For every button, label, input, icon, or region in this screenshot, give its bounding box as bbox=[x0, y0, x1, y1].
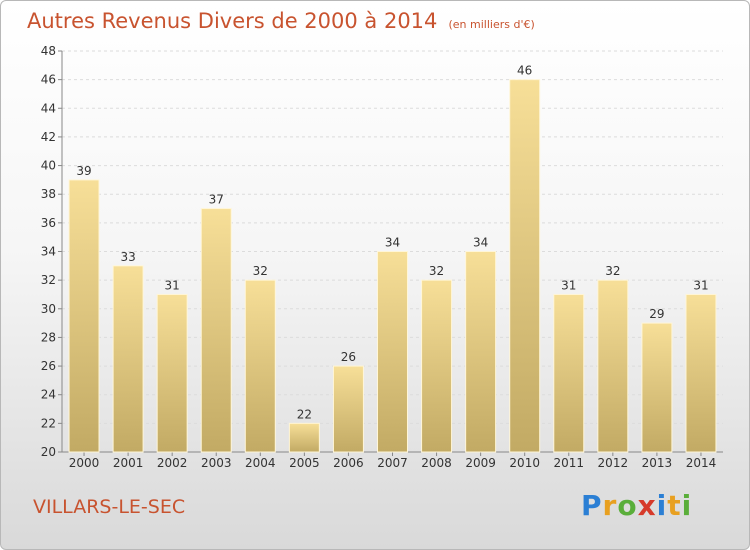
x-tick-label-2008: 2008 bbox=[421, 456, 452, 470]
x-tick-label-2012: 2012 bbox=[598, 456, 629, 470]
data-labels: 39 33 31 37 32 22 26 34 32 34 46 31 32 29 31 bbox=[76, 64, 708, 422]
x-tick-label-2004: 2004 bbox=[245, 456, 276, 470]
data-label-2005: 22 bbox=[297, 407, 312, 421]
logo-letter: i bbox=[681, 489, 693, 522]
y-tick-label: 28 bbox=[41, 330, 56, 344]
data-label-2013: 29 bbox=[649, 307, 664, 321]
x-tick-label-2003: 2003 bbox=[201, 456, 232, 470]
bar-2004 bbox=[244, 279, 276, 453]
bar-2006 bbox=[332, 365, 364, 453]
bar-2010 bbox=[509, 79, 541, 453]
bar-2007 bbox=[377, 251, 408, 453]
y-tick-label: 32 bbox=[41, 273, 56, 287]
y-tick-label: 40 bbox=[41, 159, 56, 173]
y-tick-label: 38 bbox=[41, 187, 56, 201]
bar-2008 bbox=[421, 279, 453, 453]
logo-letter: r bbox=[602, 489, 618, 522]
data-label-2004: 32 bbox=[253, 264, 268, 278]
bars bbox=[68, 79, 717, 453]
logo-letter: t bbox=[667, 489, 682, 522]
x-tick-label-2011: 2011 bbox=[553, 456, 584, 470]
data-label-2003: 37 bbox=[209, 193, 224, 207]
x-tick-label-2009: 2009 bbox=[465, 456, 496, 470]
x-tick-label-2007: 2007 bbox=[377, 456, 408, 470]
data-label-2009: 34 bbox=[473, 236, 488, 250]
x-tick-label-2014: 2014 bbox=[686, 456, 717, 470]
logo-letter: o bbox=[617, 489, 638, 522]
chart-title: Autres Revenus Divers de 2000 à 2014 bbox=[27, 9, 438, 33]
logo-letter: P bbox=[581, 489, 603, 522]
bar-2001 bbox=[112, 265, 144, 453]
data-label-2006: 26 bbox=[341, 350, 356, 364]
bar-2014 bbox=[685, 293, 717, 453]
y-tick-label: 46 bbox=[41, 73, 56, 87]
y-tick-label: 48 bbox=[41, 44, 56, 58]
bar-2005 bbox=[288, 422, 320, 453]
bar-2009 bbox=[465, 251, 497, 453]
y-tick-label: 24 bbox=[41, 388, 56, 402]
y-tick-label: 22 bbox=[41, 416, 56, 430]
bar-2000 bbox=[68, 179, 100, 453]
x-tick-label-2013: 2013 bbox=[642, 456, 673, 470]
data-label-2002: 31 bbox=[165, 278, 180, 292]
x-tick-label-2006: 2006 bbox=[333, 456, 364, 470]
x-tick-label-2010: 2010 bbox=[509, 456, 540, 470]
data-label-2001: 33 bbox=[120, 250, 135, 264]
data-label-2010: 46 bbox=[517, 64, 532, 78]
logo-letter: i bbox=[656, 489, 668, 522]
x-tick-label-2000: 2000 bbox=[69, 456, 100, 470]
bar-2011 bbox=[553, 293, 585, 453]
proxiti-logo: Proxiti bbox=[581, 489, 692, 522]
x-tick-label-2005: 2005 bbox=[289, 456, 320, 470]
y-tick-label: 44 bbox=[41, 101, 56, 115]
data-label-2014: 31 bbox=[693, 278, 708, 292]
y-tick-label: 26 bbox=[41, 359, 56, 373]
bar-2012 bbox=[597, 279, 629, 453]
y-tick-label: 20 bbox=[41, 445, 56, 459]
y-tick-label: 42 bbox=[41, 130, 56, 144]
y-tick-label: 34 bbox=[41, 245, 56, 259]
x-tick-label-2001: 2001 bbox=[113, 456, 144, 470]
data-label-2012: 32 bbox=[605, 264, 620, 278]
location-name: VILLARS-LE-SEC bbox=[33, 496, 186, 518]
data-label-2008: 32 bbox=[429, 264, 444, 278]
y-tick-label: 30 bbox=[41, 302, 56, 316]
y-tick-label: 36 bbox=[41, 216, 56, 230]
bar-2013 bbox=[641, 322, 673, 453]
data-label-2000: 39 bbox=[76, 164, 91, 178]
bar-2002 bbox=[156, 293, 188, 453]
bar-2003 bbox=[200, 208, 232, 453]
logo-letter: x bbox=[637, 489, 657, 522]
data-label-2011: 31 bbox=[561, 278, 576, 292]
chart-subtitle: (en milliers d'€) bbox=[448, 18, 535, 31]
x-tick-label-2002: 2002 bbox=[157, 456, 188, 470]
title-row: Autres Revenus Divers de 2000 à 2014 (en… bbox=[27, 9, 535, 33]
data-label-2007: 34 bbox=[385, 236, 400, 250]
